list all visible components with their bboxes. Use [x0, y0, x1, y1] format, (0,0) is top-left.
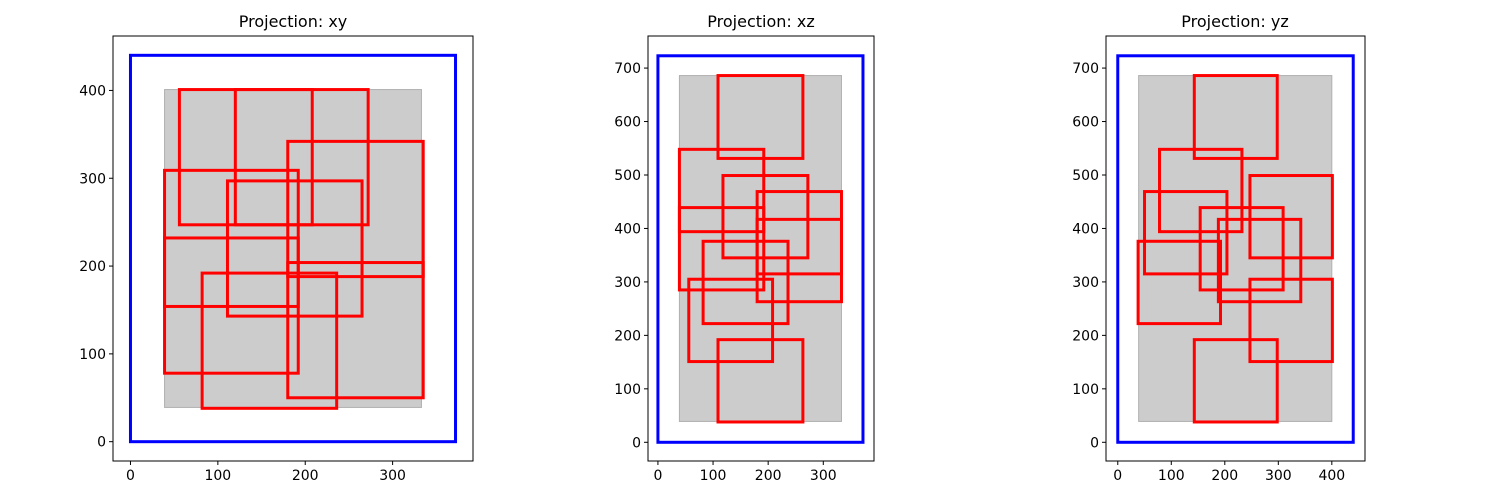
y-tick-label: 300 [614, 275, 641, 291]
y-tick-label: 100 [79, 347, 106, 363]
axes-frame [112, 35, 474, 462]
y-tick-label: 500 [614, 168, 641, 184]
y-tick-label: 600 [614, 115, 641, 131]
box-outline [716, 74, 805, 160]
x-tick-label: 300 [1265, 468, 1292, 484]
plot-area: 0 100 200 300 0 100 200 300 400 [79, 35, 474, 484]
box-outline [1198, 206, 1285, 292]
y-tick-label: 0 [632, 435, 641, 451]
plot-area: 0 100 200 300 0 100 200 300 400 500 600 700 [614, 35, 875, 484]
x-tick-label: 200 [292, 468, 319, 484]
box-outline [286, 261, 425, 400]
panel-title: Projection: xz [707, 12, 814, 31]
panel-title: Projection: xy [239, 12, 348, 31]
panel-xz: Projection: xz 0 100 200 300 0 100 200 300 400 50… [614, 12, 875, 484]
panel-xy: Projection: xy 0 100 200 300 0 100 200 300 400 [79, 12, 474, 484]
box-outline [677, 206, 766, 292]
x-tick-label: 0 [653, 468, 662, 484]
y-tick-label: 200 [1072, 328, 1099, 344]
box-outline [1248, 277, 1334, 364]
box-outline [163, 236, 300, 375]
allowed-region [1138, 75, 1333, 422]
x-tick-label: 0 [1113, 468, 1122, 484]
y-tick-label: 300 [79, 171, 106, 187]
box-outline [1216, 217, 1303, 304]
box-outline [716, 338, 805, 424]
x-tick-label: 400 [1318, 468, 1345, 484]
x-tick-label: 0 [126, 468, 135, 484]
box-outline [1192, 338, 1279, 424]
y-tick-label: 400 [1072, 221, 1099, 237]
y-tick-label: 100 [1072, 382, 1099, 398]
x-tick-label: 200 [755, 468, 782, 484]
y-tick-label: 0 [1090, 435, 1099, 451]
box-outline [1192, 74, 1279, 160]
box-outline [1136, 239, 1223, 326]
box-outline [687, 277, 775, 364]
y-tick-label: 700 [1072, 61, 1099, 77]
box-outline [225, 179, 364, 318]
x-tick-label: 100 [204, 468, 231, 484]
box-outline [1143, 190, 1229, 276]
y-tick-label: 100 [614, 382, 641, 398]
box-outline [701, 239, 790, 326]
plot-area: 0 100 200 300 400 0 100 200 300 400 500 600 700 [1072, 35, 1366, 484]
x-tick-label: 100 [700, 468, 727, 484]
container-outline [128, 53, 458, 444]
x-tick-label: 200 [1211, 468, 1238, 484]
x-tick-label: 300 [379, 468, 406, 484]
box-outline [200, 271, 339, 410]
y-tick-label: 200 [79, 259, 106, 275]
y-tick-label: 300 [1072, 275, 1099, 291]
y-tick-label: 0 [97, 435, 106, 451]
y-tick-label: 500 [1072, 168, 1099, 184]
y-tick-label: 400 [614, 221, 641, 237]
box-outline [1248, 174, 1334, 260]
allowed-region [678, 75, 842, 422]
container-outline [656, 54, 865, 444]
y-tick-label: 400 [79, 83, 106, 99]
axes-frame [647, 35, 875, 462]
y-tick-label: 700 [614, 61, 641, 77]
x-tick-label: 100 [1158, 468, 1185, 484]
box-outline [286, 139, 425, 279]
container-outline [1116, 54, 1355, 444]
box-outline [233, 88, 370, 227]
box-outline [721, 174, 810, 260]
panel-title: Projection: yz [1181, 12, 1288, 31]
x-tick-label: 300 [810, 468, 837, 484]
y-tick-label: 200 [614, 328, 641, 344]
panel-yz: Projection: yz 0 100 200 300 400 0 100 200 300 40… [1072, 12, 1366, 484]
y-tick-label: 600 [1072, 115, 1099, 131]
box-outline [755, 217, 843, 304]
axes-frame [1105, 35, 1366, 462]
